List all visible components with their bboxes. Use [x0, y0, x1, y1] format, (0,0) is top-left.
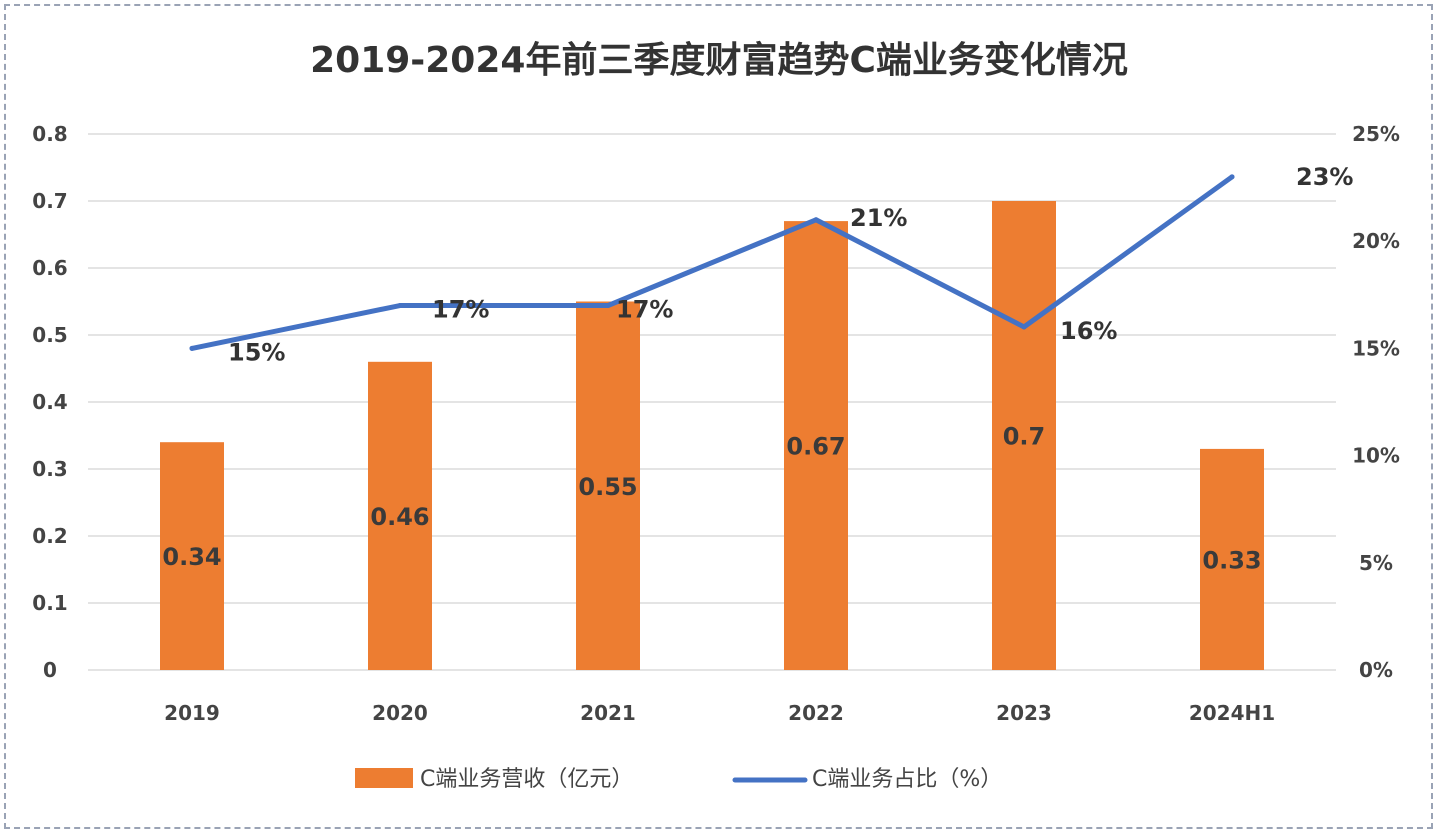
bar-data-label: 0.67 [786, 433, 845, 461]
left-axis-tick: 0.2 [32, 524, 67, 548]
bar-data-label: 0.33 [1202, 546, 1261, 574]
x-axis-tick: 2022 [788, 701, 844, 725]
x-axis-tick: 2023 [996, 701, 1052, 725]
left-axis-tick: 0.8 [32, 122, 67, 146]
bar [1200, 448, 1264, 670]
line-series [189, 174, 1235, 351]
line-point [1229, 174, 1235, 180]
right-axis-tick: 20% [1352, 229, 1400, 253]
bar-data-label: 0.34 [162, 543, 221, 571]
bar-data-label: 0.55 [578, 473, 637, 501]
bar [576, 301, 640, 670]
bar-data-label: 0.46 [370, 503, 429, 531]
line-data-label: 17% [432, 296, 489, 324]
line-point [397, 303, 403, 309]
bar [368, 361, 432, 670]
line-point [605, 303, 611, 309]
x-axis-tick: 2020 [372, 701, 428, 725]
left-axis-tick: 0.6 [32, 256, 67, 280]
right-axis-tick: 25% [1352, 122, 1400, 146]
line-data-label: 23% [1296, 163, 1353, 191]
left-axis-tick: 0.3 [32, 457, 67, 481]
line-point [1021, 324, 1027, 330]
chart-frame [4, 4, 1433, 829]
bar-data-label: 0.7 [1003, 423, 1046, 451]
x-axis-tick: 2024H1 [1189, 701, 1275, 725]
right-axis-tick: 15% [1352, 336, 1400, 360]
bar [160, 442, 224, 670]
left-axis-tick: 0.5 [32, 323, 67, 347]
left-axis-tick: 0.7 [32, 189, 67, 213]
bar [784, 221, 848, 670]
x-axis-tick: 2019 [164, 701, 220, 725]
left-axis-tick: 0.1 [32, 591, 67, 615]
line-data-label: 17% [616, 296, 673, 324]
right-axis-tick: 10% [1352, 444, 1400, 468]
legend-line-label: C端业务占比（%） [812, 767, 1002, 792]
line-point [813, 217, 819, 223]
right-axis-tick: 0% [1359, 658, 1393, 682]
x-axis-tick: 2021 [580, 701, 636, 725]
left-axis-tick: 0 [43, 658, 57, 682]
left-axis-tick: 0.4 [32, 390, 67, 414]
line-point [189, 345, 195, 351]
chart-title: 2019-2024年前三季度财富趋势C端业务变化情况 [310, 39, 1128, 81]
line-data-label: 21% [850, 204, 907, 232]
right-axis-tick: 5% [1359, 551, 1393, 575]
legend-bar-swatch [355, 768, 413, 788]
line-data-label: 15% [228, 338, 285, 366]
line-data-label: 16% [1060, 317, 1117, 345]
bar [992, 201, 1056, 670]
legend-bar-label: C端业务营收（亿元） [420, 767, 633, 792]
